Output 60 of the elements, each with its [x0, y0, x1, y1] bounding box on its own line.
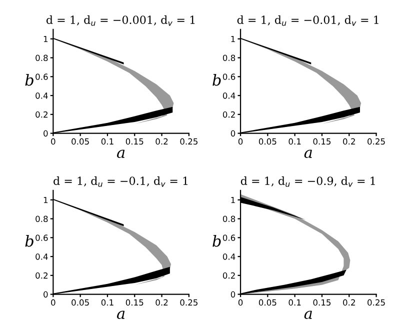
chart-title: d = 1, d$_{u}$ = −0.9, d$_{v}$ = 1 — [240, 176, 375, 187]
x-tick-label: 0.25 — [180, 138, 198, 145]
y-tick-label: 0 — [230, 291, 236, 298]
x-tick-label: 0.2 — [156, 138, 168, 145]
x-tick-label: 0 — [51, 138, 56, 145]
y-axis-title: b — [25, 234, 34, 247]
y-tick-label: 0.4 — [36, 254, 48, 260]
y-tick-label: 0.8 — [36, 216, 48, 222]
x-axis-title: a — [117, 150, 125, 158]
x-axis-title: a — [117, 310, 125, 320]
chart-title: d = 1, d$_{u}$ = −0.1, d$_{v}$ = 1 — [54, 176, 188, 187]
y-tick-label: 0.6 — [222, 74, 236, 80]
y-tick-label: 0.2 — [36, 111, 48, 118]
y-tick-label: 0.2 — [222, 272, 235, 279]
x-tick-label: 0.25 — [180, 299, 198, 306]
y-tick-label: 0.6 — [36, 74, 48, 80]
chart-title: d = 1, d$_{u}$ = −0.01, d$_{v}$ = 1 — [237, 15, 378, 26]
x-tick-label: 0.05 — [72, 138, 89, 145]
x-tick-label: 0.15 — [126, 138, 144, 145]
x-tick-label: 0 — [238, 299, 243, 306]
x-tick-label: 0.05 — [258, 138, 276, 145]
y-tick-label: 0 — [44, 291, 48, 298]
x-tick-label: 0 — [51, 299, 56, 306]
x-tick-label: 0.15 — [126, 299, 144, 306]
x-tick-label: 0.05 — [72, 299, 89, 306]
x-axis-title: a — [304, 310, 312, 320]
x-tick-label: 0.25 — [368, 138, 385, 145]
y-tick-label: 0.8 — [222, 54, 236, 62]
y-tick-label: 1 — [231, 196, 235, 204]
x-tick-label: 0.25 — [368, 299, 385, 306]
y-tick-label: 0 — [44, 130, 48, 137]
y-tick-label: 0.4 — [222, 92, 236, 99]
y-tick-label: 0.4 — [36, 92, 48, 99]
x-tick-label: 0 — [238, 138, 243, 145]
x-tick-label: 0.15 — [313, 299, 331, 306]
y-axis-title: b — [212, 74, 221, 86]
x-tick-label: 0.1 — [101, 138, 114, 145]
x-tick-label: 0.2 — [343, 299, 355, 306]
y-tick-label: 0.8 — [222, 216, 236, 222]
x-tick-label: 0.05 — [258, 299, 276, 306]
y-tick-label: 0.2 — [36, 272, 48, 279]
y-tick-label: 0.2 — [222, 111, 235, 118]
x-tick-label: 0.1 — [101, 299, 114, 306]
x-tick-label: 0.2 — [156, 299, 168, 306]
chart-title: d = 1, d$_{u}$ = −0.001, d$_{v}$ = 1 — [46, 15, 195, 26]
x-axis-title: a — [304, 150, 312, 158]
y-tick-label: 1 — [231, 36, 235, 42]
y-tick-label: 1 — [44, 36, 48, 42]
x-tick-label: 0.15 — [313, 138, 331, 145]
x-tick-label: 0.1 — [288, 299, 301, 306]
y-axis-title: b — [212, 234, 221, 247]
y-tick-label: 0 — [230, 130, 236, 137]
x-tick-label: 0.1 — [288, 138, 301, 145]
x-tick-label: 0.2 — [343, 138, 355, 145]
y-tick-label: 0.6 — [222, 234, 236, 241]
y-tick-label: 1 — [44, 196, 48, 204]
y-tick-label: 0.8 — [36, 54, 48, 62]
y-axis-title: b — [25, 74, 34, 86]
y-tick-label: 0.6 — [36, 234, 48, 241]
y-tick-label: 0.4 — [222, 254, 236, 260]
